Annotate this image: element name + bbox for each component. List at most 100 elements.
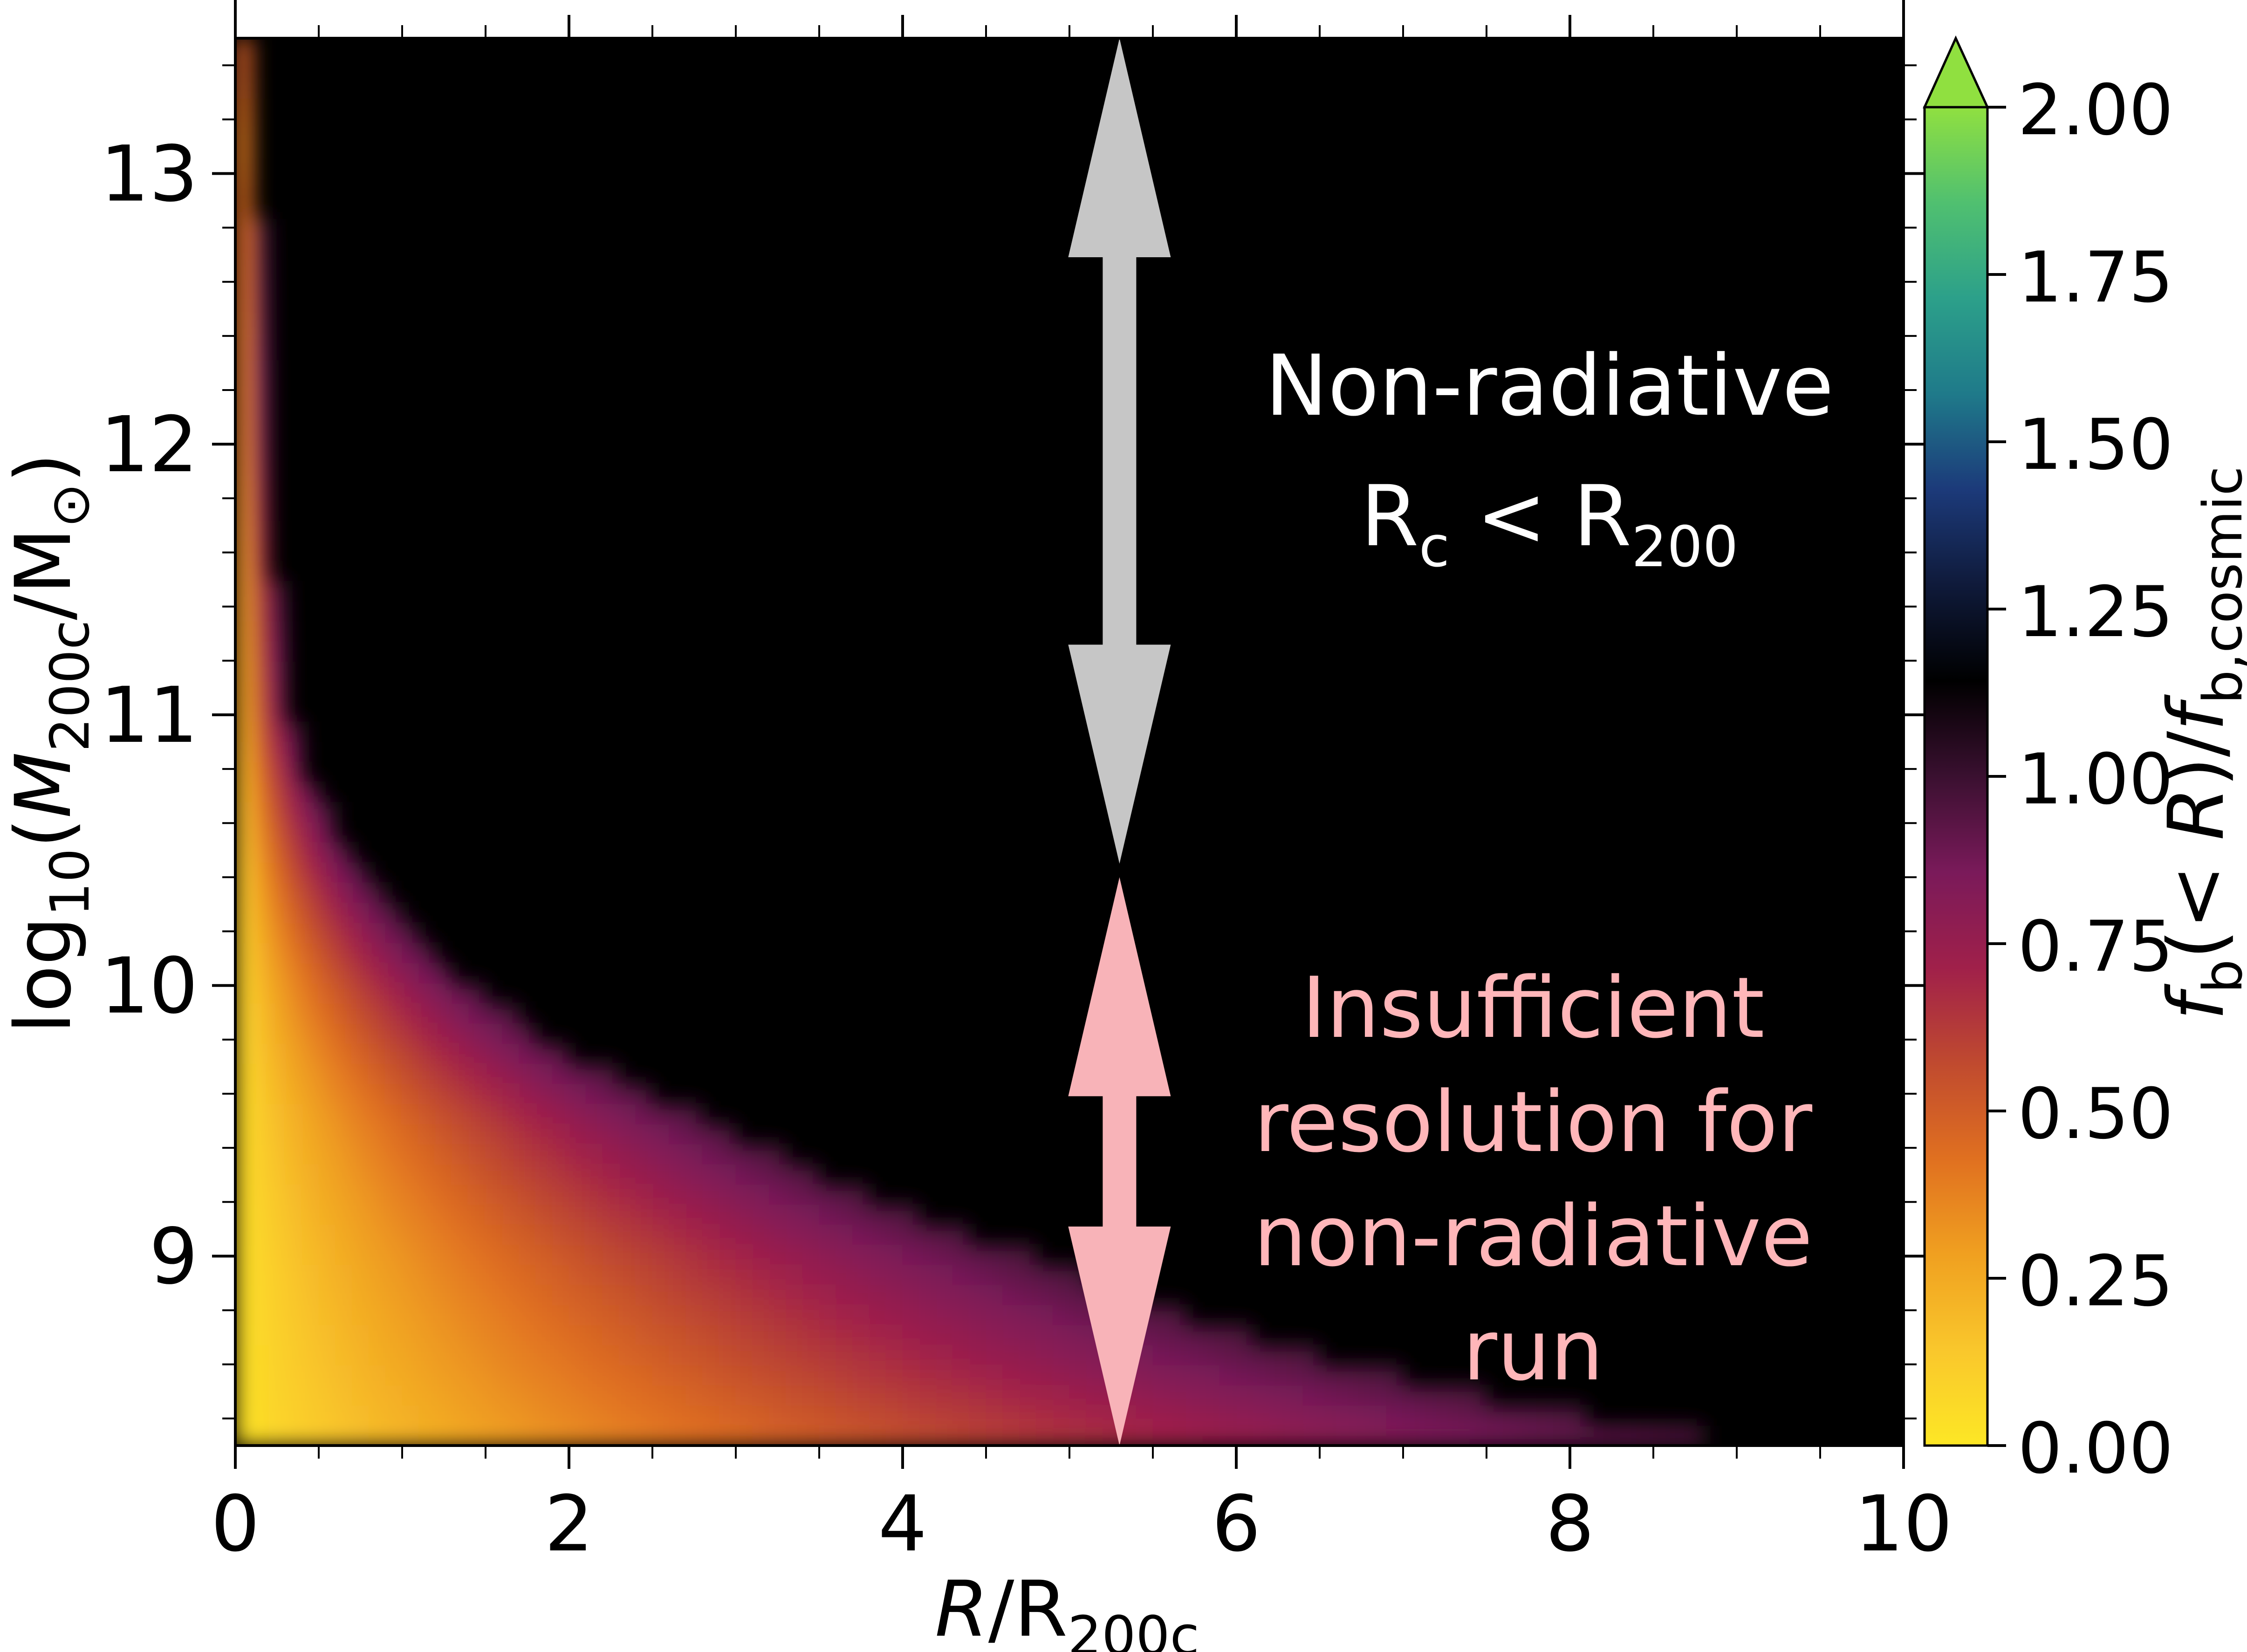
heatmap-cell bbox=[502, 1264, 520, 1285]
heatmap-cell bbox=[869, 1364, 886, 1386]
heatmap-cell bbox=[902, 1405, 920, 1426]
heatmap-cell bbox=[602, 1184, 619, 1205]
heatmap-cell bbox=[485, 1144, 503, 1165]
heatmap-cell bbox=[702, 1425, 719, 1446]
heatmap-cell bbox=[1186, 1324, 1203, 1345]
heatmap-cell bbox=[1403, 1425, 1420, 1446]
heatmap-cell bbox=[1052, 1385, 1070, 1406]
heatmap-cell bbox=[335, 1204, 353, 1225]
heatmap-cell bbox=[252, 500, 269, 521]
heatmap-cell bbox=[235, 520, 253, 542]
heatmap-cell bbox=[468, 1164, 486, 1185]
heatmap-cell bbox=[285, 721, 302, 742]
heatmap-cell bbox=[235, 802, 253, 823]
heatmap-cell bbox=[852, 1284, 870, 1305]
heatmap-cell bbox=[602, 1244, 619, 1265]
heatmap-cell bbox=[252, 1104, 269, 1124]
heatmap-cell bbox=[635, 1304, 653, 1325]
x-label-r: R bbox=[935, 1564, 988, 1652]
heatmap-cell bbox=[602, 1083, 619, 1104]
heatmap-cell bbox=[719, 1324, 736, 1345]
heatmap-cell bbox=[702, 1344, 719, 1365]
heatmap-cell bbox=[301, 1304, 319, 1325]
heatmap-cell bbox=[952, 1304, 970, 1325]
heatmap-cell bbox=[618, 1104, 636, 1124]
heatmap-cell bbox=[852, 1405, 870, 1426]
heatmap-cell bbox=[435, 1284, 452, 1305]
heatmap-cell bbox=[735, 1184, 753, 1205]
heatmap-cell bbox=[769, 1344, 786, 1365]
heatmap-cell bbox=[285, 1284, 302, 1305]
heatmap-cell bbox=[1035, 1304, 1053, 1325]
heatmap-cell bbox=[685, 1264, 703, 1285]
heatmap-cell bbox=[635, 1083, 653, 1104]
heatmap-cell bbox=[268, 1244, 286, 1265]
heatmap-cell bbox=[502, 1284, 520, 1305]
heatmap-cell bbox=[335, 1224, 353, 1245]
heatmap-cell bbox=[1202, 1344, 1220, 1365]
heatmap-cell bbox=[1419, 1425, 1437, 1446]
heatmap-cell bbox=[1069, 1324, 1087, 1345]
heatmap-cell bbox=[1002, 1304, 1020, 1325]
heatmap-cell bbox=[252, 1344, 269, 1365]
heatmap-cell bbox=[936, 1284, 953, 1305]
heatmap-cell bbox=[268, 1104, 286, 1124]
heatmap-cell bbox=[618, 1425, 636, 1446]
heatmap-cell bbox=[519, 1405, 536, 1426]
heatmap-cell bbox=[301, 963, 319, 984]
heatmap-cell bbox=[235, 400, 253, 421]
heatmap-cell bbox=[852, 1364, 870, 1386]
heatmap-cell bbox=[235, 500, 253, 521]
heatmap-cell bbox=[1286, 1385, 1303, 1406]
heatmap-cell bbox=[769, 1304, 786, 1325]
heatmap-cell bbox=[785, 1244, 803, 1265]
heatmap-cell bbox=[785, 1364, 803, 1386]
heatmap-cell bbox=[235, 1304, 253, 1325]
heatmap-cell bbox=[285, 1304, 302, 1325]
colorbar-tick-label: 0.00 bbox=[2018, 1408, 2173, 1489]
heatmap-cell bbox=[468, 1083, 486, 1104]
heatmap-cell bbox=[318, 983, 336, 1004]
heatmap-cell bbox=[252, 681, 269, 702]
heatmap-cell bbox=[452, 1144, 469, 1165]
heatmap-cell bbox=[836, 1224, 853, 1245]
heatmap-cell bbox=[669, 1264, 686, 1285]
heatmap-cell bbox=[235, 239, 253, 260]
heatmap-cell bbox=[268, 761, 286, 782]
heatmap-cell bbox=[685, 1184, 703, 1205]
heatmap-cell bbox=[936, 1264, 953, 1285]
heatmap-cell bbox=[1086, 1425, 1103, 1446]
heatmap-cell bbox=[1386, 1364, 1404, 1386]
heatmap-cell bbox=[552, 1043, 569, 1064]
heatmap-cell bbox=[519, 1104, 536, 1124]
heatmap-cell bbox=[268, 661, 286, 682]
heatmap-cell bbox=[301, 1144, 319, 1165]
heatmap-cell bbox=[1186, 1385, 1203, 1406]
heatmap-cell bbox=[318, 1124, 336, 1145]
heatmap-cell bbox=[368, 1385, 386, 1406]
heatmap-cell bbox=[452, 1385, 469, 1406]
heatmap-cells bbox=[235, 38, 1704, 1446]
heatmap-cell bbox=[402, 1344, 419, 1365]
heatmap-cell bbox=[1219, 1344, 1237, 1365]
heatmap-cell bbox=[318, 1164, 336, 1185]
heatmap-cell bbox=[618, 1244, 636, 1265]
y-tick-label: 9 bbox=[149, 1212, 198, 1301]
heatmap-cell bbox=[268, 1284, 286, 1305]
heatmap-cell bbox=[318, 1385, 336, 1406]
heatmap-cell bbox=[1219, 1324, 1237, 1345]
heatmap-cell bbox=[1236, 1364, 1254, 1386]
heatmap-cell bbox=[301, 822, 319, 843]
heatmap-cell bbox=[752, 1264, 770, 1285]
heatmap-cell bbox=[285, 1224, 302, 1245]
heatmap-cell bbox=[285, 822, 302, 843]
heatmap-cell bbox=[852, 1224, 870, 1245]
heatmap-cell bbox=[519, 1244, 536, 1265]
heatmap-cell bbox=[402, 922, 419, 943]
heatmap-cell bbox=[635, 1224, 653, 1245]
heatmap-cell bbox=[235, 983, 253, 1004]
heatmap-cell bbox=[1269, 1405, 1287, 1426]
heatmap-cell bbox=[1520, 1405, 1537, 1426]
heatmap-cell bbox=[235, 1144, 253, 1165]
heatmap-cell bbox=[802, 1284, 820, 1305]
